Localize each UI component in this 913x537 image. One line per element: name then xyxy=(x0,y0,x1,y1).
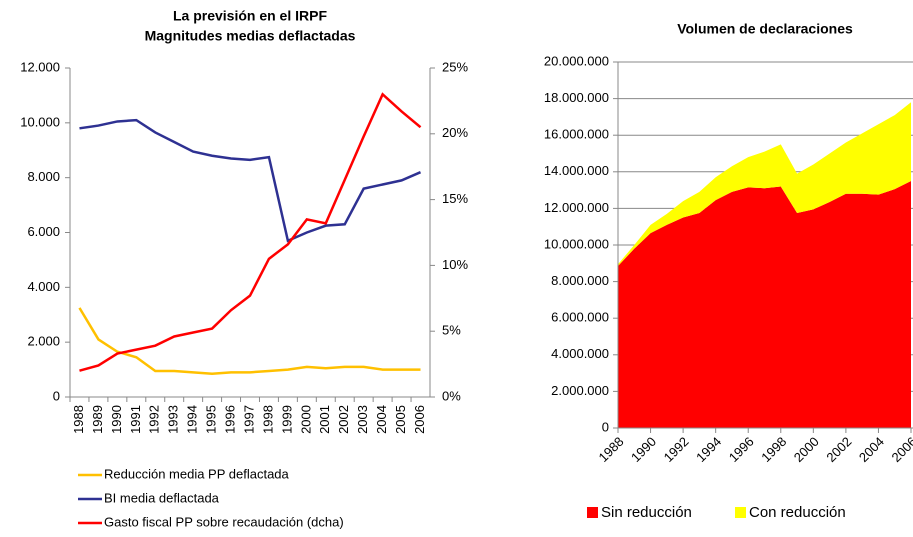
x-tick-label: 1989 xyxy=(90,405,105,434)
x-tick-label: 1988 xyxy=(71,405,86,434)
legend-label: Con reducción xyxy=(749,504,846,521)
y-tick-label: 16.000.000 xyxy=(544,127,609,142)
legend-label: Reducción media PP deflactada xyxy=(104,466,290,481)
x-tick-label: 1993 xyxy=(166,405,181,434)
x-tick-label: 1996 xyxy=(726,434,757,465)
legend-swatch xyxy=(587,507,598,518)
series-line xyxy=(79,118,422,243)
x-tick-label: 1992 xyxy=(147,405,162,434)
y-tick-label: 18.000.000 xyxy=(544,90,609,105)
y-tick-label: 10.000.000 xyxy=(544,236,609,251)
legend-label: BI media deflactada xyxy=(104,490,220,505)
y-tick-label: 8.000 xyxy=(27,169,60,184)
y-tick-label: 0 xyxy=(602,419,609,434)
y-tick-label: 4.000.000 xyxy=(551,346,609,361)
legend-label: Sin reducción xyxy=(601,504,692,521)
y2-tick-label: 10% xyxy=(442,257,468,272)
x-tick-label: 2002 xyxy=(336,405,351,434)
x-tick-label: 2001 xyxy=(317,405,332,434)
x-tick-label: 2003 xyxy=(355,405,370,434)
y2-tick-label: 15% xyxy=(442,191,468,206)
x-tick-label: 2006 xyxy=(888,434,913,465)
x-tick-label: 1998 xyxy=(758,434,789,465)
y-tick-label: 12.000 xyxy=(20,59,60,74)
y-tick-label: 12.000.000 xyxy=(544,200,609,215)
x-tick-label: 1992 xyxy=(661,434,692,465)
x-tick-label: 1995 xyxy=(204,405,219,434)
x-tick-label: 1997 xyxy=(241,405,256,434)
y-tick-label: 2.000.000 xyxy=(551,383,609,398)
x-tick-label: 2000 xyxy=(791,434,822,465)
x-tick-label: 1991 xyxy=(128,405,143,434)
x-tick-label: 1996 xyxy=(222,405,237,434)
y-tick-label: 10.000 xyxy=(20,114,60,129)
y2-tick-label: 5% xyxy=(442,323,461,338)
y2-tick-label: 0% xyxy=(442,388,461,403)
legend-swatch xyxy=(735,507,746,518)
x-tick-label: 1994 xyxy=(693,434,724,465)
series-area xyxy=(618,180,911,428)
chart-subtitle: Magnitudes medias deflactadas xyxy=(145,28,356,44)
series-line xyxy=(78,307,421,375)
y2-tick-label: 20% xyxy=(442,125,468,140)
x-tick-label: 2004 xyxy=(374,405,389,434)
y2-tick-label: 25% xyxy=(442,59,468,74)
x-tick-label: 1999 xyxy=(279,405,294,434)
y-tick-label: 6.000 xyxy=(27,224,60,239)
y-tick-label: 4.000 xyxy=(27,279,60,294)
x-tick-label: 1988 xyxy=(595,434,626,465)
x-tick-label: 1998 xyxy=(260,405,275,434)
x-tick-label: 2004 xyxy=(856,434,887,465)
x-tick-label: 2000 xyxy=(298,405,313,434)
x-tick-label: 1994 xyxy=(185,405,200,434)
series-line xyxy=(79,92,422,372)
x-tick-label: 2002 xyxy=(823,434,854,465)
y-tick-label: 6.000.000 xyxy=(551,310,609,325)
y-tick-label: 14.000.000 xyxy=(544,163,609,178)
x-tick-label: 2005 xyxy=(393,405,408,434)
series-area xyxy=(618,102,911,267)
y-tick-label: 2.000 xyxy=(27,334,60,349)
y-tick-label: 8.000.000 xyxy=(551,273,609,288)
x-tick-label: 1990 xyxy=(109,405,124,434)
x-tick-label: 1990 xyxy=(628,434,659,465)
y-tick-label: 0 xyxy=(53,388,60,403)
chart-title: Volumen de declaraciones xyxy=(677,21,853,37)
x-tick-label: 2006 xyxy=(412,405,427,434)
chart-title: La previsión en el IRPF xyxy=(173,8,327,24)
legend-label: Gasto fiscal PP sobre recaudación (dcha) xyxy=(104,514,344,529)
y-tick-label: 20.000.000 xyxy=(544,53,609,68)
